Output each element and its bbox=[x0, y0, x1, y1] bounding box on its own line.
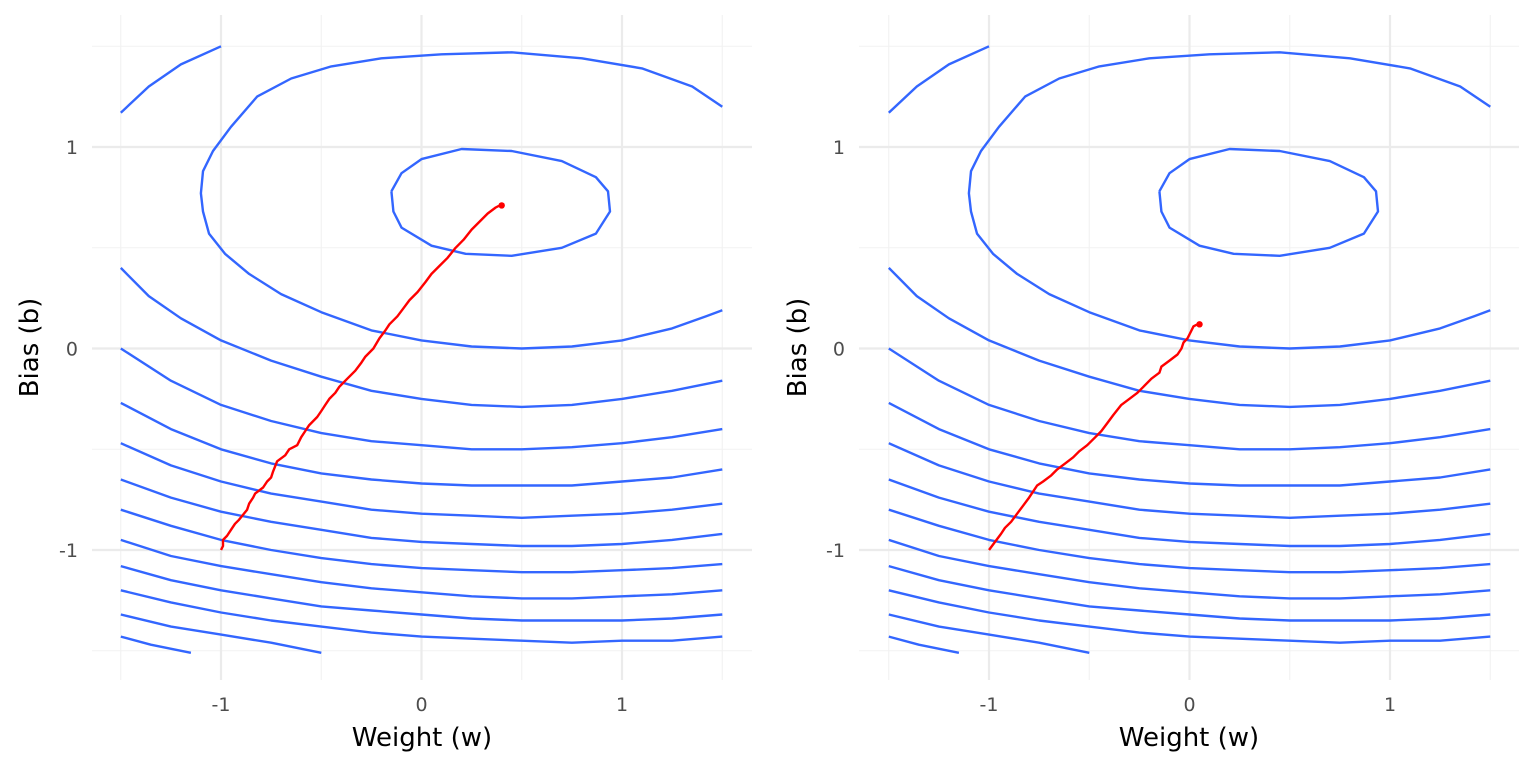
contour-line-9-0 bbox=[888, 564, 1491, 622]
y-tick-label: 0 bbox=[66, 339, 78, 361]
contour-line-1-0 bbox=[967, 51, 1491, 350]
contour-line-6-0 bbox=[120, 478, 723, 548]
contour-line-5-0 bbox=[120, 442, 723, 519]
contour-line-8-0 bbox=[120, 538, 723, 600]
gradient-descent-path bbox=[219, 204, 502, 551]
x-tick-label: 0 bbox=[1183, 694, 1195, 716]
y-tick-label: -1 bbox=[59, 540, 78, 562]
contour-line-3-0 bbox=[120, 347, 723, 451]
contour-line-11-0 bbox=[120, 635, 192, 654]
contour-line-4-0 bbox=[120, 401, 723, 487]
contour-line-9-0 bbox=[120, 564, 723, 622]
panel-left: -1 0 1 -1 0 1 Weight (w) Bias (b) bbox=[15, 15, 752, 753]
contour-line-3-0 bbox=[888, 347, 1491, 451]
contour-line-0-0 bbox=[390, 147, 612, 257]
contour-line-2-1 bbox=[119, 267, 723, 409]
data-layer bbox=[887, 45, 1491, 654]
x-axis-title: Weight (w) bbox=[352, 723, 492, 753]
contour-line-1-0 bbox=[199, 51, 723, 350]
contour-line-10-0 bbox=[120, 589, 723, 644]
contour-line-4-0 bbox=[888, 401, 1491, 487]
y-axis-title: Bias (b) bbox=[783, 298, 813, 398]
x-tick-label: -1 bbox=[212, 694, 231, 716]
y-tick-label: -1 bbox=[826, 540, 845, 562]
contour-line-11-1 bbox=[888, 613, 1090, 654]
y-tick-label: 0 bbox=[833, 339, 845, 361]
x-tick-label: 1 bbox=[616, 694, 628, 716]
gradient-descent-path bbox=[988, 323, 1200, 551]
contour-line-11-0 bbox=[888, 635, 960, 654]
contour-line-2-1 bbox=[887, 267, 1491, 409]
contour-line-5-0 bbox=[888, 442, 1491, 519]
y-axis-title: Bias (b) bbox=[15, 298, 45, 398]
path-endpoint bbox=[1196, 321, 1203, 328]
panel-right: -1 0 1 -1 0 1 Weight (w) Bias (b) bbox=[783, 15, 1519, 753]
data-layer bbox=[119, 45, 723, 654]
contour-line-0-0 bbox=[1158, 147, 1380, 257]
x-tick-label: 0 bbox=[415, 694, 427, 716]
x-axis-title: Weight (w) bbox=[1119, 723, 1259, 753]
x-tick-label: -1 bbox=[980, 694, 999, 716]
contour-line-2-0 bbox=[887, 45, 990, 114]
contour-line-7-0 bbox=[888, 508, 1491, 574]
y-tick-label: 1 bbox=[66, 137, 78, 159]
contour-line-10-0 bbox=[888, 589, 1491, 644]
contour-line-11-1 bbox=[120, 613, 322, 654]
contour-line-7-0 bbox=[120, 508, 723, 574]
contour-line-2-0 bbox=[119, 45, 222, 114]
x-tick-label: 1 bbox=[1384, 694, 1396, 716]
contour-line-6-0 bbox=[888, 478, 1491, 548]
y-tick-label: 1 bbox=[833, 137, 845, 159]
path-endpoint bbox=[498, 202, 505, 209]
contour-line-8-0 bbox=[888, 538, 1491, 600]
